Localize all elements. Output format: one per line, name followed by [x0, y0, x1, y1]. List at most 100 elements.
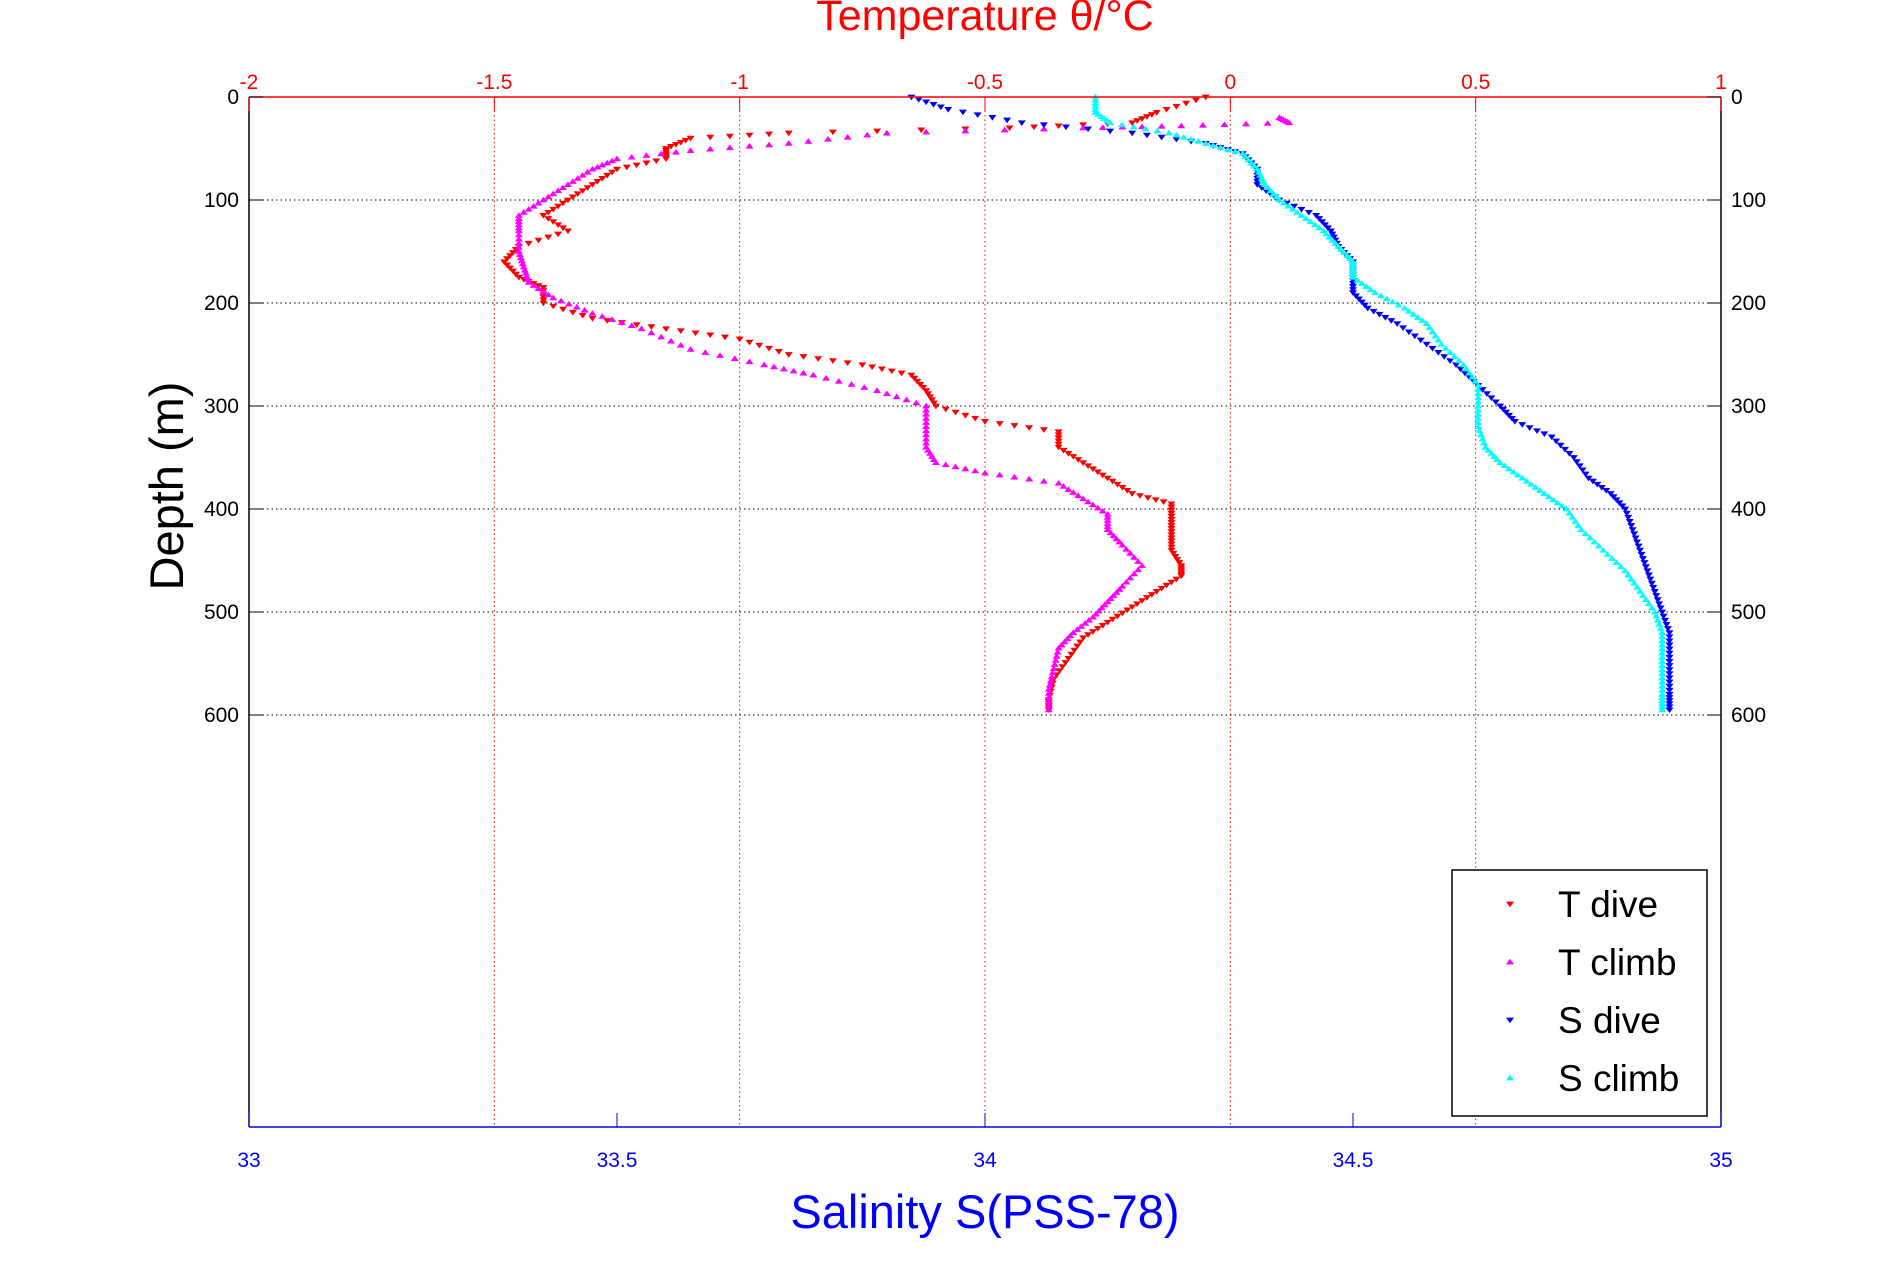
data-point-interp	[1084, 632, 1093, 638]
data-point	[1510, 419, 1519, 425]
data-point-interp	[1474, 386, 1483, 392]
data-point-interp	[1652, 593, 1661, 599]
data-point-interp	[929, 400, 938, 407]
data-point-interp	[514, 224, 523, 231]
data-point-interp	[941, 406, 950, 413]
data-point-interp	[518, 260, 527, 267]
data-point-interp	[1354, 296, 1363, 303]
data-point-interp	[1167, 535, 1176, 542]
data-point-interp	[514, 235, 523, 242]
data-point	[1547, 434, 1556, 441]
data-point-interp	[1216, 144, 1225, 150]
data-point-interp	[1329, 234, 1338, 241]
series-s-climb	[1091, 93, 1667, 713]
data-point-interp	[1054, 438, 1063, 445]
data-point-interp	[1638, 592, 1647, 598]
data-point-interp	[843, 360, 852, 366]
data-point	[1167, 516, 1176, 523]
data-point-interp	[1167, 579, 1176, 586]
data-point	[1349, 290, 1357, 296]
data-point-interp	[1475, 427, 1484, 434]
data-point	[539, 285, 548, 291]
data-point-interp	[1468, 373, 1477, 380]
data-point-interp	[922, 419, 931, 425]
data-point	[1054, 480, 1063, 486]
data-point-interp	[676, 139, 685, 146]
data-point-interp	[706, 145, 715, 152]
data-point-interp	[568, 194, 577, 201]
data-point-interp	[1118, 484, 1127, 491]
data-point-interp	[1126, 574, 1135, 581]
data-point-interp	[1662, 621, 1671, 628]
data-point-interp	[1093, 504, 1102, 511]
data-point	[784, 352, 793, 358]
data-point-interp	[544, 209, 553, 216]
data-point-interp	[511, 271, 520, 278]
data-point-interp	[961, 127, 970, 134]
data-point-interp	[1507, 415, 1516, 422]
data-point-interp	[745, 143, 754, 149]
data-point-interp	[520, 266, 529, 273]
data-point-interp	[1025, 425, 1034, 431]
data-point-interp	[1182, 100, 1191, 107]
data-point-interp	[1091, 96, 1100, 103]
data-point-interp	[568, 309, 577, 316]
data-point-interp	[1612, 497, 1621, 503]
data-point-interp	[583, 185, 592, 191]
data-point-interp	[1310, 221, 1319, 228]
data-point-interp	[1088, 629, 1097, 635]
data-point-interp	[1039, 122, 1048, 129]
legend-marker	[1506, 901, 1514, 908]
data-point-interp	[1585, 534, 1594, 541]
data-point	[1326, 228, 1335, 235]
data-point	[1069, 629, 1078, 635]
right-tick-label: 600	[1731, 704, 1766, 727]
data-point	[514, 227, 523, 234]
data-point	[1165, 129, 1173, 136]
data-point	[1569, 455, 1578, 461]
data-point-interp	[1565, 450, 1574, 457]
data-point-interp	[539, 297, 548, 304]
data-point-interp	[523, 276, 532, 282]
data-point	[519, 263, 528, 270]
data-point	[922, 423, 931, 429]
data-point	[1054, 644, 1063, 651]
data-point	[981, 419, 989, 425]
data-point-interp	[1622, 510, 1631, 517]
data-point	[944, 106, 953, 113]
data-point	[735, 336, 744, 343]
legend-marker	[1506, 1074, 1514, 1081]
data-point-interp	[1440, 354, 1449, 360]
data-point-interp	[573, 175, 582, 181]
data-point-interp	[580, 307, 589, 313]
top-tick-label: -1	[730, 71, 749, 94]
data-point-interp	[1409, 311, 1418, 317]
data-point	[1334, 243, 1343, 249]
data-point-interp	[1103, 514, 1112, 520]
data-point	[1584, 475, 1593, 482]
data-point-interp	[1474, 415, 1483, 421]
data-point-interp	[774, 349, 783, 355]
data-point	[1658, 691, 1667, 697]
data-point-interp	[1633, 539, 1642, 546]
data-point-interp	[1171, 553, 1180, 560]
data-point-interp	[863, 131, 872, 138]
data-point-interp	[1594, 542, 1603, 549]
data-point-interp	[1106, 529, 1115, 536]
data-point-interp	[1091, 106, 1100, 112]
data-point-interp	[922, 406, 931, 413]
data-point-interp	[1575, 463, 1584, 469]
data-point-interp	[1136, 493, 1145, 499]
data-point-interp	[1387, 318, 1396, 324]
data-point-interp	[1608, 555, 1617, 561]
data-point-interp	[1223, 146, 1232, 152]
data-point	[1452, 362, 1461, 368]
data-point-interp	[1263, 120, 1272, 126]
data-point-interp	[1644, 572, 1653, 579]
data-point-interp	[627, 322, 636, 329]
data-point-interp	[995, 421, 1004, 427]
data-point-interp	[1242, 120, 1251, 127]
data-point-interp	[745, 339, 754, 346]
data-point	[873, 387, 882, 393]
data-point-interp	[1658, 633, 1667, 640]
